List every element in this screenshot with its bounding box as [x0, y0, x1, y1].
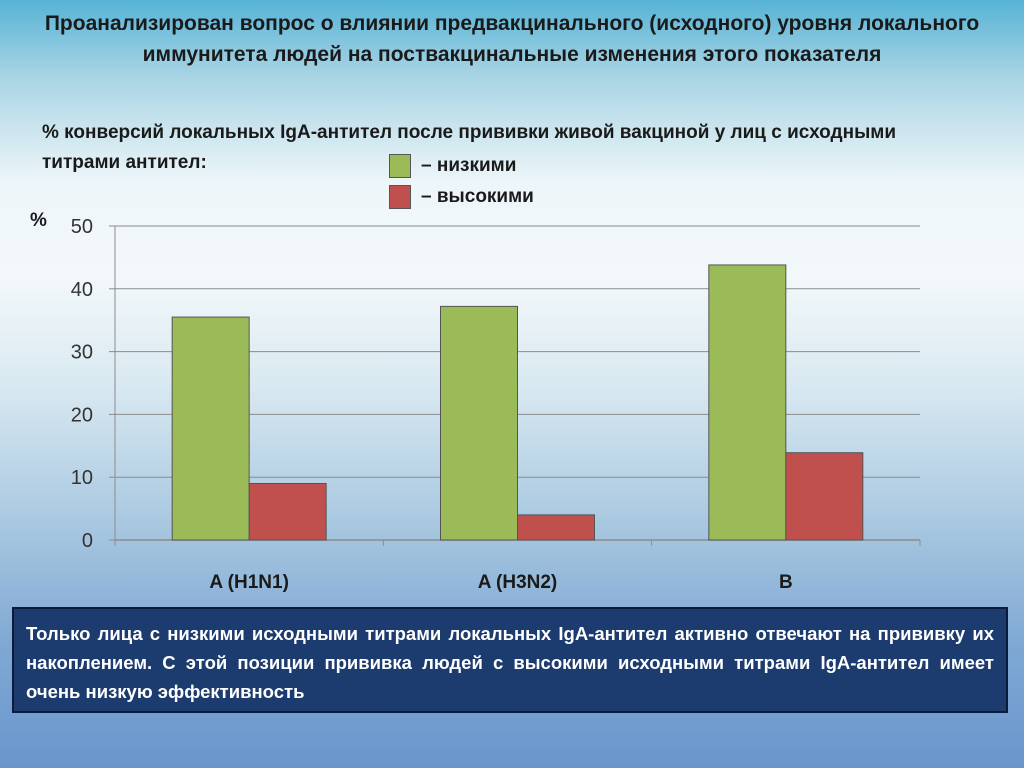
legend-swatch-low — [389, 154, 411, 178]
x-category-label: A (H1N1) — [209, 572, 289, 593]
legend-item-low: – низкими — [389, 152, 516, 180]
bar-low — [171, 316, 250, 541]
bar-chart: 0 10 20 30 40 50 A (H1N1) A (H3N2) B — [71, 216, 921, 593]
y-tick-label: 40 — [71, 279, 93, 301]
bar-high — [785, 452, 864, 541]
legend-label-high: – высокими — [421, 186, 534, 207]
bar-high — [248, 482, 327, 541]
legend-swatch-high — [389, 185, 411, 209]
y-tick-label: 10 — [71, 467, 93, 489]
bar-low — [708, 264, 787, 541]
legend-label-low: – низкими — [421, 155, 517, 176]
bar-high — [517, 514, 595, 541]
y-tick-label: 30 — [71, 342, 93, 364]
y-tick-label: 0 — [82, 530, 93, 552]
x-category-label: B — [779, 572, 793, 593]
x-category-label: A (H3N2) — [478, 572, 558, 593]
y-axis-unit: % — [30, 210, 47, 231]
chart-subtitle: % конверсий локальных IgA-антител после … — [42, 122, 897, 173]
bar-low — [440, 305, 518, 541]
y-tick-label: 20 — [71, 404, 93, 426]
legend-item-high: – высокими — [389, 183, 534, 211]
y-tick-label: 50 — [71, 216, 93, 238]
conclusion-box: Только лица с низкими исходными титрами … — [12, 607, 1008, 713]
slide-title: Проанализирован вопрос о влиянии предвак… — [44, 12, 980, 66]
